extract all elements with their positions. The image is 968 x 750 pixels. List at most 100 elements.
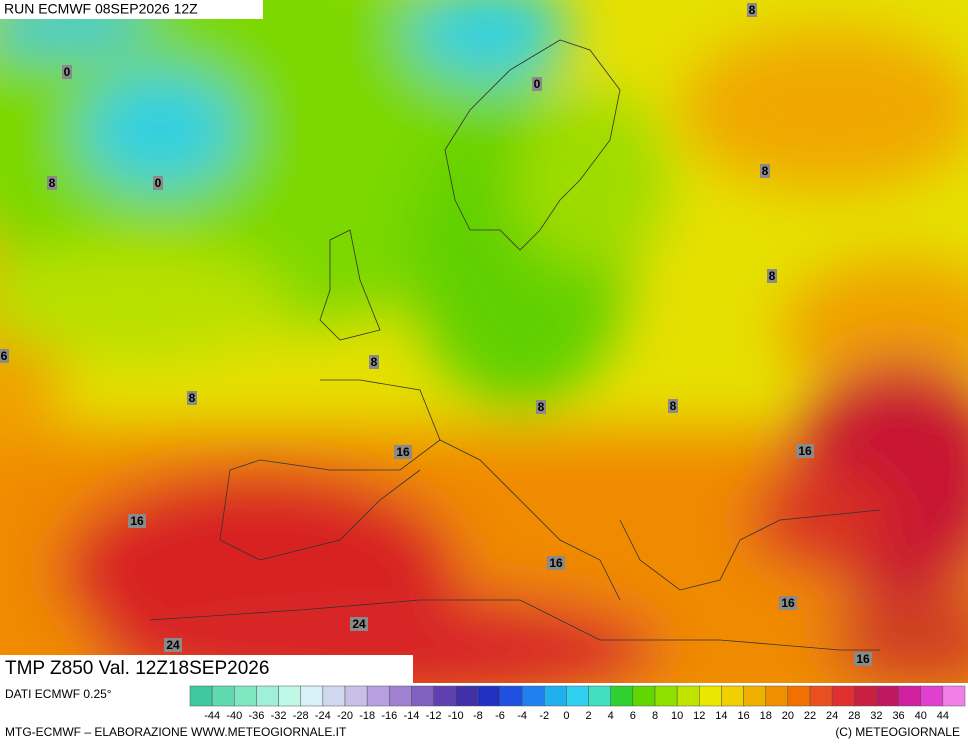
colorbar-label: 18 (760, 710, 772, 722)
footer-left: MTG-ECMWF – ELABORAZIONE WWW.METEOGIORNA… (5, 725, 347, 739)
colorbar-label: 4 (608, 710, 614, 722)
contour-label-bg (760, 164, 770, 178)
contour-label: 16 (396, 445, 410, 459)
colorbar-label: -14 (403, 710, 419, 722)
contour-label: 24 (166, 638, 180, 652)
colorbar-swatch (544, 685, 567, 707)
colorbar-label: -32 (271, 710, 287, 722)
contour-label-bg (854, 652, 872, 666)
contour-label-bg (62, 65, 72, 79)
colorbar-label: -12 (426, 710, 442, 722)
contour-label-bg (164, 638, 182, 652)
colorbar-label: 16 (737, 710, 749, 722)
colorbar-label: -24 (315, 710, 331, 722)
contour-label-bg (779, 596, 797, 610)
contour-label-bg (547, 556, 565, 570)
colorbar-label: 20 (782, 710, 794, 722)
source-label: DATI ECMWF 0.25° (5, 687, 112, 701)
colorbar-label: -8 (473, 710, 483, 722)
footer-right: (C) METEOGIORNALE (835, 725, 960, 739)
colorbar-label: 8 (652, 710, 658, 722)
contour-label: 8 (769, 269, 776, 283)
colorbar-swatch (234, 685, 257, 707)
colorbar-label: 6 (630, 710, 636, 722)
contour-label: 8 (670, 399, 677, 413)
colorbar-label: 24 (826, 710, 838, 722)
colorbar-label: -10 (448, 710, 464, 722)
contour-label-bg (767, 269, 777, 283)
contour-label: 8 (749, 3, 756, 17)
colorbar-label: -6 (495, 710, 505, 722)
colorbar-swatch (278, 685, 301, 707)
colorbar-swatch (521, 685, 545, 707)
colorbar-label: 0 (563, 710, 569, 722)
colorbar-label: -4 (517, 710, 527, 722)
contour-label: 8 (762, 164, 769, 178)
colorbar-label: 10 (671, 710, 683, 722)
colorbar-label: -44 (204, 710, 220, 722)
colorbar-swatch (632, 685, 656, 707)
colorbar-swatch (588, 685, 611, 707)
colorbar-swatch (477, 685, 501, 707)
colorbar-swatch (721, 685, 744, 707)
header-box (0, 0, 263, 19)
colorbar-label: -18 (359, 710, 375, 722)
contour-label-bg (187, 391, 197, 405)
colorbar-swatch (876, 685, 899, 707)
colorbar-label: 44 (937, 710, 949, 722)
colorbar-swatch (898, 685, 921, 707)
contour-label-bg (532, 77, 542, 91)
contour-label-bg (0, 349, 9, 363)
run-label: RUN ECMWF 08SEP2026 12Z (4, 1, 198, 17)
contour-label-bg (47, 176, 57, 190)
contour-label: 16 (856, 652, 870, 666)
colorbar-swatch (499, 685, 523, 707)
colorbar-swatch (322, 685, 346, 707)
colorbar-swatch (256, 685, 279, 707)
colorbar-swatch (920, 685, 944, 707)
colorbar-swatch (411, 685, 434, 707)
colorbar-label: 2 (586, 710, 592, 722)
colorbar-swatch (211, 685, 235, 707)
contour-label-bg (668, 399, 678, 413)
colorbar-label: -20 (337, 710, 353, 722)
contour-label: 8 (189, 391, 196, 405)
contour-label: 16 (798, 444, 812, 458)
contour-label-bg (369, 355, 379, 369)
colorbar-label: -28 (293, 710, 309, 722)
colorbar-swatch (366, 685, 390, 707)
contour-label: 8 (538, 400, 545, 414)
colorbar-swatch (676, 685, 700, 707)
contour-label: 0 (534, 77, 541, 91)
colorbar-swatch (654, 685, 678, 707)
colorbar-swatch (787, 685, 811, 707)
colorbar-label: 36 (892, 710, 904, 722)
colorbar-swatch (455, 685, 479, 707)
colorbar-label: 12 (693, 710, 705, 722)
contour-label: 0 (155, 176, 162, 190)
colorbar-label: -40 (226, 710, 242, 722)
colorbar-swatch (189, 685, 213, 707)
contour-label: 0 (64, 65, 71, 79)
contour-label-bg (747, 3, 757, 17)
contour-label: 24 (352, 617, 366, 631)
contour-label: 8 (371, 355, 378, 369)
colorbar-label: 32 (870, 710, 882, 722)
colorbar-swatch (433, 685, 456, 707)
colorbar-label: 22 (804, 710, 816, 722)
colorbar-label: -36 (248, 710, 264, 722)
colorbar-swatch (942, 685, 966, 707)
title-box (0, 655, 413, 683)
colorbar-swatch (699, 685, 722, 707)
contour-label-bg (536, 400, 546, 414)
colorbar-swatch (300, 685, 324, 707)
colorbar-label: -16 (381, 710, 397, 722)
colorbar-swatch (809, 685, 833, 707)
colorbar-swatch (389, 685, 412, 707)
temperature-map (0, 0, 968, 683)
colorbar-swatch (344, 685, 368, 707)
contour-label-bg (153, 176, 163, 190)
contour-label: 8 (49, 176, 56, 190)
colorbar-label: -2 (539, 710, 549, 722)
colorbar-label: 14 (715, 710, 727, 722)
